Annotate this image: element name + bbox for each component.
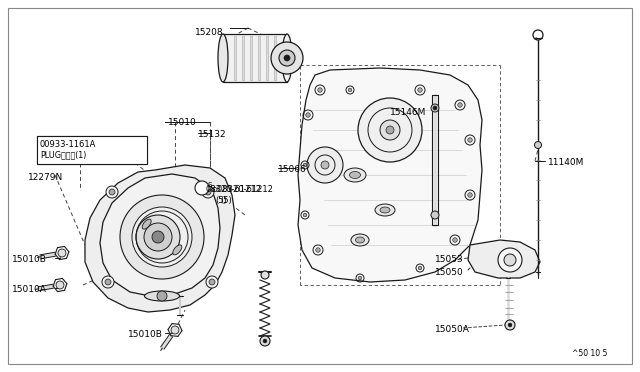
Bar xyxy=(242,36,244,80)
Ellipse shape xyxy=(173,245,182,255)
Bar xyxy=(258,36,260,80)
Text: ⊙08320-61212: ⊙08320-61212 xyxy=(210,185,273,194)
FancyBboxPatch shape xyxy=(37,136,147,164)
Circle shape xyxy=(195,181,209,195)
Circle shape xyxy=(306,113,310,117)
Circle shape xyxy=(431,211,439,219)
Circle shape xyxy=(316,248,320,252)
Circle shape xyxy=(144,223,172,251)
Circle shape xyxy=(106,186,118,198)
Bar xyxy=(274,36,276,80)
Circle shape xyxy=(303,163,307,167)
Circle shape xyxy=(498,248,522,272)
FancyBboxPatch shape xyxy=(37,136,147,164)
Text: 11140M: 11140M xyxy=(548,158,584,167)
Circle shape xyxy=(263,339,267,343)
Text: (5): (5) xyxy=(215,196,227,205)
Polygon shape xyxy=(85,165,235,312)
Text: 00933-1161A: 00933-1161A xyxy=(40,140,97,149)
Text: 08320-61212: 08320-61212 xyxy=(205,185,261,194)
Ellipse shape xyxy=(355,237,365,243)
Circle shape xyxy=(431,104,439,112)
Circle shape xyxy=(261,271,269,279)
Circle shape xyxy=(386,126,394,134)
Polygon shape xyxy=(468,240,540,278)
Ellipse shape xyxy=(351,234,369,246)
Text: 15010: 15010 xyxy=(168,118,196,127)
Circle shape xyxy=(279,50,295,66)
Circle shape xyxy=(120,195,204,279)
Circle shape xyxy=(468,138,472,142)
Circle shape xyxy=(317,88,323,92)
Polygon shape xyxy=(298,68,482,282)
Text: 15053: 15053 xyxy=(435,255,464,264)
Text: ^50 10 5: ^50 10 5 xyxy=(572,349,607,358)
Circle shape xyxy=(468,193,472,197)
Ellipse shape xyxy=(282,34,292,82)
Ellipse shape xyxy=(380,207,390,213)
Text: 15208: 15208 xyxy=(195,28,223,37)
Text: S: S xyxy=(208,182,212,188)
Circle shape xyxy=(348,88,352,92)
Circle shape xyxy=(136,215,180,259)
Circle shape xyxy=(418,266,422,270)
Circle shape xyxy=(458,103,462,107)
Circle shape xyxy=(321,161,329,169)
Circle shape xyxy=(284,55,290,61)
Text: PLUGプラグ(1): PLUGプラグ(1) xyxy=(45,153,92,162)
Ellipse shape xyxy=(344,168,366,182)
Circle shape xyxy=(132,207,192,267)
Ellipse shape xyxy=(349,171,360,179)
Circle shape xyxy=(206,276,218,288)
Ellipse shape xyxy=(145,291,179,301)
Circle shape xyxy=(105,279,111,285)
Circle shape xyxy=(102,276,114,288)
Polygon shape xyxy=(100,174,220,296)
Circle shape xyxy=(307,147,343,183)
Circle shape xyxy=(534,141,541,148)
Circle shape xyxy=(303,213,307,217)
Circle shape xyxy=(171,326,179,334)
Circle shape xyxy=(157,291,167,301)
Text: 12279N: 12279N xyxy=(28,173,63,182)
Text: 00933-1161A: 00933-1161A xyxy=(45,143,101,152)
Circle shape xyxy=(358,98,422,162)
Text: (5): (5) xyxy=(220,196,232,205)
Text: 15010A: 15010A xyxy=(12,285,47,294)
Circle shape xyxy=(433,106,437,110)
Ellipse shape xyxy=(375,204,395,216)
Text: 15010B: 15010B xyxy=(128,330,163,339)
Circle shape xyxy=(505,320,515,330)
Bar xyxy=(223,34,287,82)
Circle shape xyxy=(58,249,66,257)
Circle shape xyxy=(152,231,164,243)
Circle shape xyxy=(260,336,270,346)
Circle shape xyxy=(418,88,422,92)
Ellipse shape xyxy=(218,34,228,82)
Text: 15132: 15132 xyxy=(198,130,227,139)
Text: 15146M: 15146M xyxy=(390,108,426,117)
Circle shape xyxy=(380,120,400,140)
Circle shape xyxy=(202,186,214,198)
Text: 15050A: 15050A xyxy=(435,325,470,334)
Bar xyxy=(250,36,252,80)
Circle shape xyxy=(358,276,362,280)
Text: 15050: 15050 xyxy=(435,268,464,277)
Bar xyxy=(234,36,236,80)
Text: 15010B: 15010B xyxy=(12,255,47,264)
Circle shape xyxy=(271,42,303,74)
Bar xyxy=(266,36,268,80)
Text: 15066: 15066 xyxy=(278,165,307,174)
Circle shape xyxy=(109,189,115,195)
Ellipse shape xyxy=(142,219,151,229)
Circle shape xyxy=(452,238,457,242)
Circle shape xyxy=(504,254,516,266)
Circle shape xyxy=(508,323,512,327)
Text: PLUGプラグ(1): PLUGプラグ(1) xyxy=(40,150,86,159)
Circle shape xyxy=(205,189,211,195)
Circle shape xyxy=(209,279,215,285)
Circle shape xyxy=(56,281,64,289)
